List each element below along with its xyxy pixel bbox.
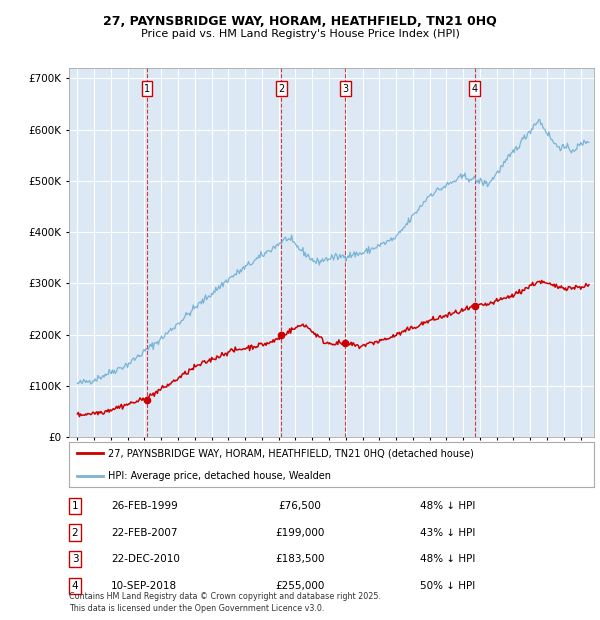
Text: 27, PAYNSBRIDGE WAY, HORAM, HEATHFIELD, TN21 0HQ: 27, PAYNSBRIDGE WAY, HORAM, HEATHFIELD, … — [103, 16, 497, 28]
Text: 48% ↓ HPI: 48% ↓ HPI — [420, 501, 475, 511]
Text: Contains HM Land Registry data © Crown copyright and database right 2025.
This d: Contains HM Land Registry data © Crown c… — [69, 591, 381, 613]
Text: £199,000: £199,000 — [275, 528, 325, 538]
Text: 2: 2 — [71, 528, 79, 538]
Text: 48% ↓ HPI: 48% ↓ HPI — [420, 554, 475, 564]
Text: 50% ↓ HPI: 50% ↓ HPI — [420, 581, 475, 591]
Text: HPI: Average price, detached house, Wealden: HPI: Average price, detached house, Weal… — [109, 471, 331, 480]
Text: 1: 1 — [71, 501, 79, 511]
Text: Price paid vs. HM Land Registry's House Price Index (HPI): Price paid vs. HM Land Registry's House … — [140, 29, 460, 39]
Text: 3: 3 — [342, 84, 349, 94]
Text: 3: 3 — [71, 554, 79, 564]
Text: 26-FEB-1999: 26-FEB-1999 — [111, 501, 178, 511]
Text: 27, PAYNSBRIDGE WAY, HORAM, HEATHFIELD, TN21 0HQ (detached house): 27, PAYNSBRIDGE WAY, HORAM, HEATHFIELD, … — [109, 448, 474, 458]
Text: 4: 4 — [472, 84, 478, 94]
Text: 22-FEB-2007: 22-FEB-2007 — [111, 528, 178, 538]
Text: 4: 4 — [71, 581, 79, 591]
Text: 2: 2 — [278, 84, 284, 94]
Text: £76,500: £76,500 — [278, 501, 322, 511]
Text: 10-SEP-2018: 10-SEP-2018 — [111, 581, 177, 591]
Text: 43% ↓ HPI: 43% ↓ HPI — [420, 528, 475, 538]
Text: 1: 1 — [144, 84, 150, 94]
Text: 22-DEC-2010: 22-DEC-2010 — [111, 554, 180, 564]
Text: £255,000: £255,000 — [275, 581, 325, 591]
Text: £183,500: £183,500 — [275, 554, 325, 564]
